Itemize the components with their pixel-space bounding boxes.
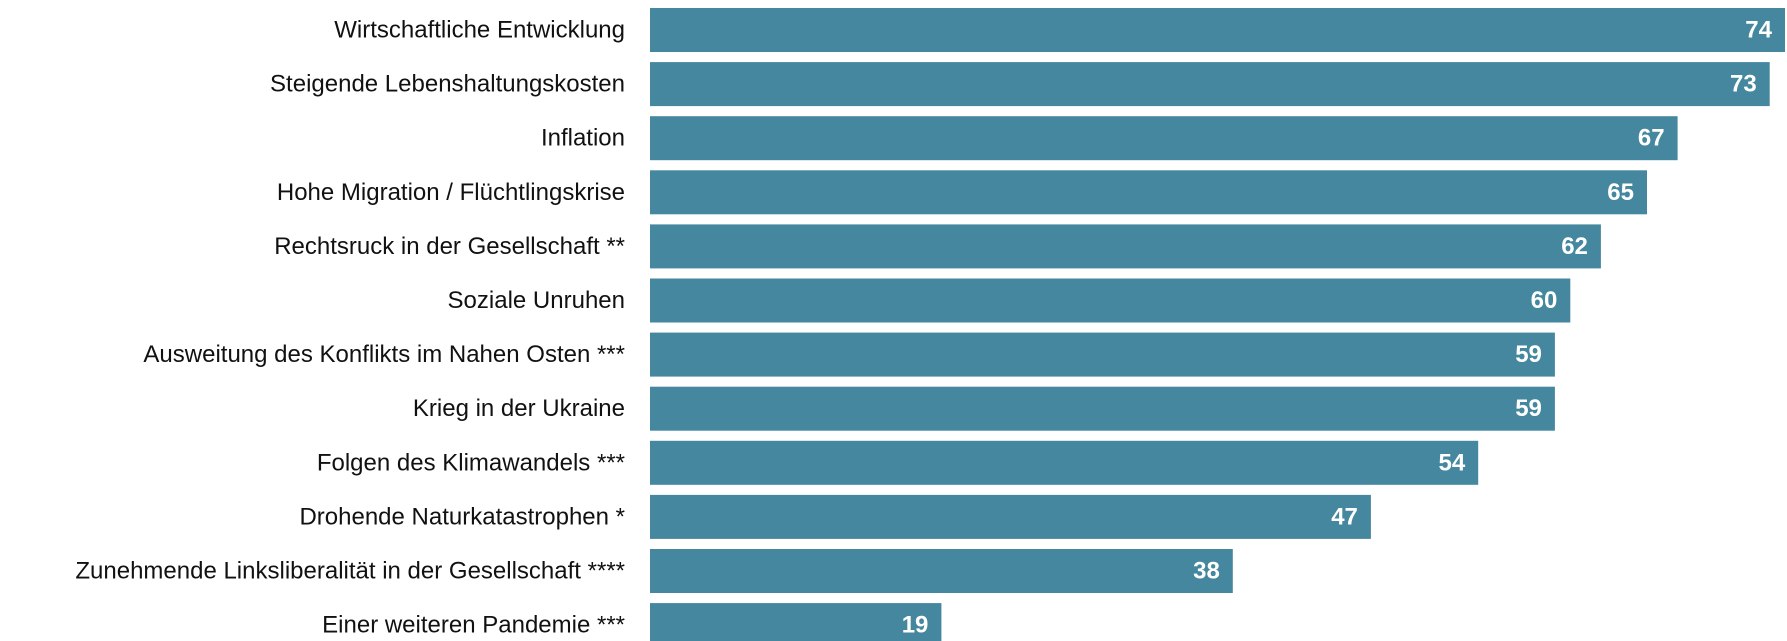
value-label: 62 — [1561, 233, 1588, 260]
category-label: Folgen des Klimawandels *** — [317, 449, 625, 476]
bar — [650, 278, 1571, 323]
value-label: 67 — [1638, 125, 1665, 152]
bar — [650, 494, 1371, 539]
category-label: Steigende Lebenshaltungskosten — [270, 71, 625, 98]
value-label: 65 — [1607, 179, 1634, 206]
value-label: 73 — [1730, 71, 1757, 98]
bar — [650, 170, 1647, 215]
bar — [650, 62, 1770, 107]
value-label: 54 — [1438, 449, 1465, 476]
category-label: Zunehmende Linksliberalität in der Gesel… — [75, 558, 625, 585]
category-label: Soziale Unruhen — [448, 287, 625, 314]
category-label: Hohe Migration / Flüchtlingskrise — [277, 179, 625, 206]
category-label: Ausweitung des Konflikts im Nahen Osten … — [143, 341, 625, 368]
bar — [650, 603, 942, 641]
value-label: 59 — [1515, 341, 1542, 368]
value-label: 19 — [902, 612, 929, 639]
category-label: Rechtsruck in der Gesellschaft ** — [274, 233, 625, 260]
category-label: Wirtschaftliche Entwicklung — [334, 17, 625, 44]
value-label: 38 — [1193, 558, 1220, 585]
category-label: Krieg in der Ukraine — [413, 395, 625, 422]
value-label: 74 — [1745, 17, 1772, 44]
bar — [650, 332, 1555, 377]
bar — [650, 386, 1555, 431]
bar — [650, 440, 1479, 485]
bar — [650, 549, 1233, 593]
bar — [650, 116, 1678, 161]
category-label: Drohende Naturkatastrophen * — [299, 503, 625, 530]
value-label: 47 — [1331, 503, 1358, 530]
value-label: 60 — [1531, 287, 1558, 314]
bar — [650, 224, 1601, 269]
category-label: Einer weiteren Pandemie *** — [322, 612, 625, 639]
value-label: 59 — [1515, 395, 1542, 422]
bar — [650, 8, 1785, 52]
category-label: Inflation — [541, 125, 625, 152]
category-labels-group: Wirtschaftliche Entwicklung Steigende Leb… — [75, 17, 625, 639]
bars-group — [650, 8, 1785, 641]
